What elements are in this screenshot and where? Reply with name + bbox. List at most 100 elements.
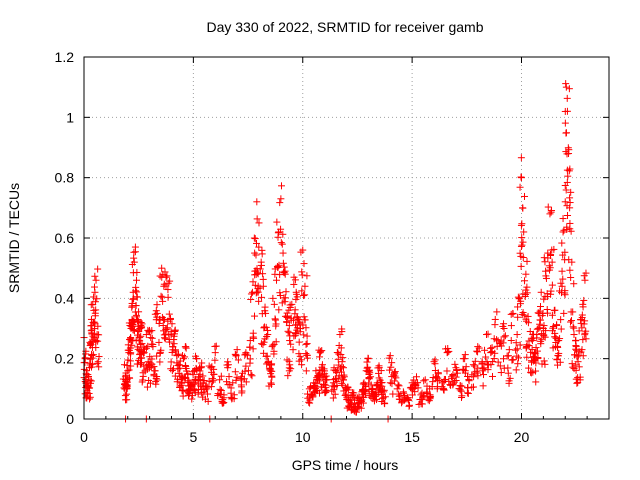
data-point xyxy=(242,378,250,386)
data-point xyxy=(533,347,541,355)
data-point xyxy=(463,389,471,397)
data-point xyxy=(553,356,561,364)
data-point xyxy=(540,322,548,330)
data-point xyxy=(285,364,293,372)
data-point xyxy=(415,400,423,408)
data-point xyxy=(470,373,478,381)
x-axis-label: GPS time / hours xyxy=(292,457,399,473)
data-points xyxy=(80,80,590,423)
data-point xyxy=(156,358,164,366)
data-point xyxy=(293,313,301,321)
data-point xyxy=(208,375,216,383)
y-tick-label: 0.8 xyxy=(55,170,75,186)
data-point xyxy=(158,264,166,272)
data-point xyxy=(487,344,495,352)
data-point xyxy=(557,316,565,324)
data-point xyxy=(246,355,254,363)
data-point xyxy=(315,346,323,354)
data-point xyxy=(246,343,254,351)
data-point xyxy=(86,376,94,384)
data-point xyxy=(445,347,453,355)
data-point xyxy=(94,322,102,330)
data-point xyxy=(579,303,587,311)
data-point xyxy=(342,390,350,398)
data-point xyxy=(460,366,468,374)
data-point xyxy=(537,288,545,296)
data-point xyxy=(298,287,306,295)
data-point xyxy=(197,363,205,371)
data-point xyxy=(242,350,250,358)
data-point xyxy=(94,337,102,345)
data-point xyxy=(280,268,288,276)
data-point xyxy=(216,376,224,384)
data-point xyxy=(302,324,310,332)
data-point xyxy=(449,380,457,388)
data-point xyxy=(378,391,386,399)
data-point xyxy=(464,372,472,380)
data-point xyxy=(90,318,98,326)
data-point xyxy=(321,367,329,375)
data-point xyxy=(566,194,574,202)
data-point xyxy=(517,262,525,270)
data-point xyxy=(359,399,367,407)
data-point xyxy=(86,395,94,403)
data-point xyxy=(95,353,103,361)
data-point xyxy=(491,349,499,357)
data-point xyxy=(507,322,515,330)
data-point xyxy=(301,291,309,299)
data-point xyxy=(95,331,103,339)
data-point xyxy=(196,367,204,375)
data-point xyxy=(176,364,184,372)
data-point xyxy=(557,325,565,333)
data-point xyxy=(90,283,98,291)
data-point xyxy=(176,382,184,390)
data-point xyxy=(465,377,473,385)
data-point xyxy=(156,349,164,357)
data-point xyxy=(282,288,290,296)
data-point xyxy=(259,275,267,283)
data-point xyxy=(128,260,136,268)
data-point xyxy=(546,251,554,259)
data-point xyxy=(569,323,577,331)
data-point xyxy=(357,404,365,412)
data-point xyxy=(241,351,249,359)
data-point xyxy=(91,272,99,280)
data-point xyxy=(554,343,562,351)
data-point xyxy=(271,265,279,273)
data-point xyxy=(86,384,94,392)
data-point xyxy=(547,208,555,216)
data-point xyxy=(91,298,99,306)
data-point xyxy=(540,357,548,365)
data-point xyxy=(161,268,169,276)
data-point xyxy=(191,387,199,395)
data-point xyxy=(429,374,437,382)
data-point xyxy=(218,399,226,407)
data-point xyxy=(168,367,176,375)
data-point xyxy=(267,370,275,378)
data-point xyxy=(407,383,415,391)
data-point xyxy=(170,332,178,340)
data-point xyxy=(564,172,572,180)
data-point xyxy=(507,310,515,318)
data-point xyxy=(480,364,488,372)
data-point xyxy=(559,228,567,236)
data-point xyxy=(296,328,304,336)
data-point xyxy=(512,366,520,374)
data-point xyxy=(226,381,234,389)
data-point xyxy=(529,331,537,339)
data-point xyxy=(265,382,273,390)
data-point xyxy=(411,381,419,389)
data-point xyxy=(558,282,566,290)
data-point xyxy=(557,279,565,287)
data-point xyxy=(251,235,259,243)
data-point xyxy=(542,274,550,282)
data-point xyxy=(300,260,308,268)
data-point xyxy=(269,294,277,302)
data-point xyxy=(227,389,235,397)
data-point xyxy=(479,367,487,375)
data-point xyxy=(279,259,287,267)
data-point xyxy=(568,317,576,325)
data-point xyxy=(385,354,393,362)
data-point xyxy=(548,311,556,319)
